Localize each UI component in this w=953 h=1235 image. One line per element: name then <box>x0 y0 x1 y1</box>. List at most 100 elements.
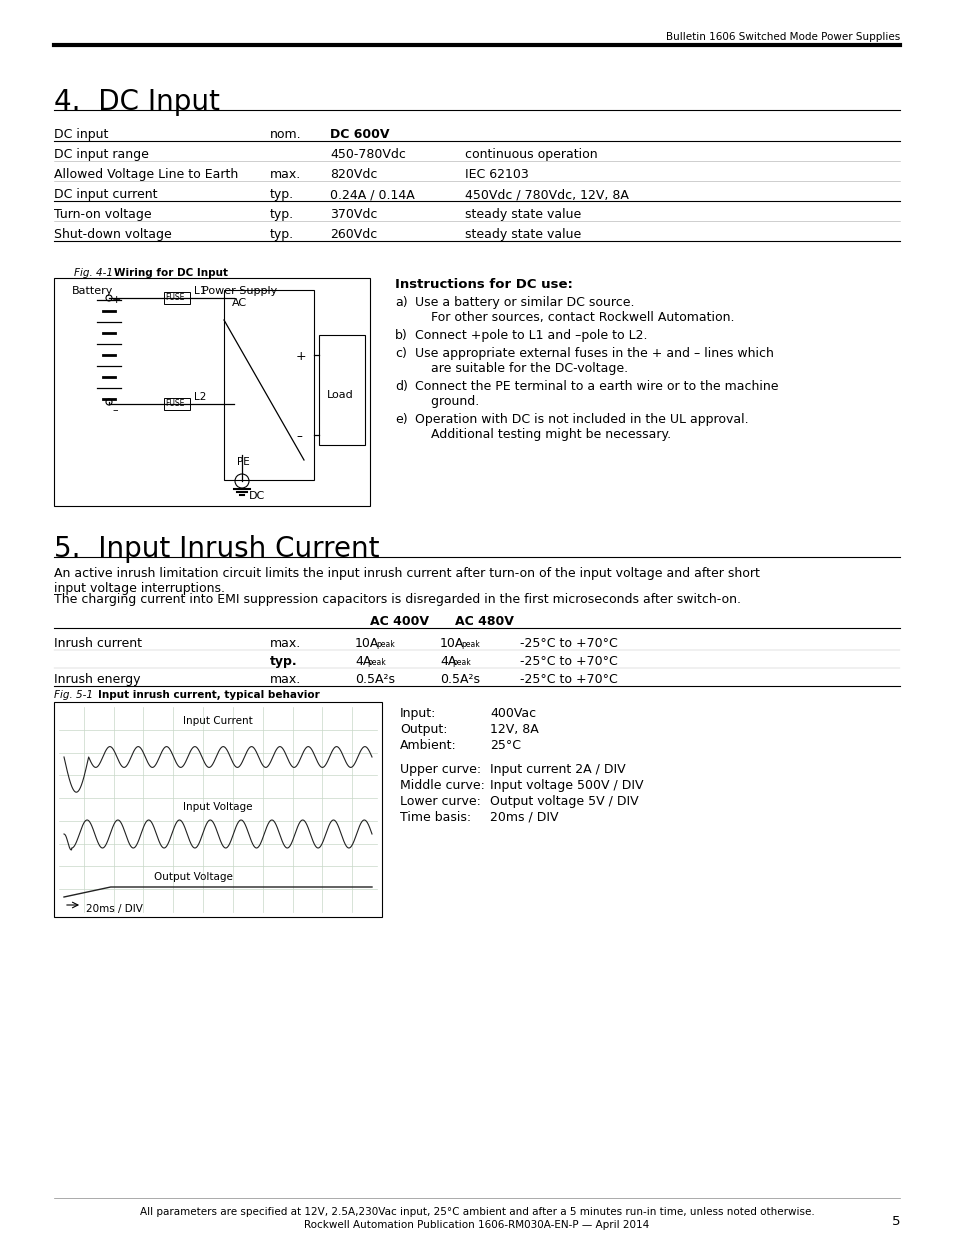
Text: -25°C to +70°C: -25°C to +70°C <box>519 655 618 668</box>
Text: 450-780Vdc: 450-780Vdc <box>330 148 405 161</box>
Text: -25°C to +70°C: -25°C to +70°C <box>519 673 618 685</box>
Text: Power Supply: Power Supply <box>202 287 277 296</box>
Text: –: – <box>112 405 117 415</box>
Text: c): c) <box>395 347 406 359</box>
Text: Turn-on voltage: Turn-on voltage <box>54 207 152 221</box>
Text: PE: PE <box>236 457 250 467</box>
Text: Input Voltage: Input Voltage <box>183 802 253 811</box>
Text: AC 480V: AC 480V <box>455 615 514 629</box>
Text: 4A: 4A <box>439 655 456 668</box>
Text: -25°C to +70°C: -25°C to +70°C <box>519 637 618 650</box>
Text: 4.  DC Input: 4. DC Input <box>54 88 219 116</box>
Text: Shut-down voltage: Shut-down voltage <box>54 228 172 241</box>
Text: steady state value: steady state value <box>464 228 580 241</box>
Text: 12V, 8A: 12V, 8A <box>490 722 538 736</box>
Text: DC 600V: DC 600V <box>330 128 389 141</box>
Bar <box>54 701 381 918</box>
Text: Lower curve:: Lower curve: <box>399 795 480 808</box>
Text: Load: Load <box>327 390 354 400</box>
Text: Input:: Input: <box>399 706 436 720</box>
Bar <box>224 290 314 480</box>
Text: max.: max. <box>270 168 301 182</box>
Text: 0.5A²s: 0.5A²s <box>439 673 479 685</box>
Text: +: + <box>112 295 121 305</box>
Text: L2: L2 <box>193 391 206 403</box>
Text: Output voltage 5V / DIV: Output voltage 5V / DIV <box>490 795 638 808</box>
Text: 25°C: 25°C <box>490 739 520 752</box>
Text: +: + <box>295 350 306 363</box>
Text: steady state value: steady state value <box>464 207 580 221</box>
Text: 20ms / DIV: 20ms / DIV <box>86 904 143 914</box>
Text: Operation with DC is not included in the UL approval.
    Additional testing mig: Operation with DC is not included in the… <box>415 412 748 441</box>
Text: Upper curve:: Upper curve: <box>399 763 480 776</box>
Bar <box>54 278 370 506</box>
Text: typ.: typ. <box>270 655 297 668</box>
Text: AC 400V: AC 400V <box>370 615 429 629</box>
Text: 10A: 10A <box>439 637 464 650</box>
Text: Output:: Output: <box>399 722 447 736</box>
Text: peak: peak <box>367 658 385 667</box>
Text: 370Vdc: 370Vdc <box>330 207 377 221</box>
Text: Connect +pole to L1 and –pole to L2.: Connect +pole to L1 and –pole to L2. <box>415 329 647 342</box>
Text: a): a) <box>395 296 407 309</box>
Text: peak: peak <box>375 640 395 650</box>
Text: Wiring for DC Input: Wiring for DC Input <box>113 268 228 278</box>
Text: DC: DC <box>249 492 265 501</box>
Text: –: – <box>295 430 301 443</box>
Text: The charging current into EMI suppression capacitors is disregarded in the first: The charging current into EMI suppressio… <box>54 593 740 606</box>
Text: peak: peak <box>460 640 479 650</box>
Text: typ.: typ. <box>270 207 294 221</box>
Text: Input Current: Input Current <box>183 716 253 726</box>
Text: FUSE: FUSE <box>165 293 184 303</box>
Text: typ.: typ. <box>270 188 294 201</box>
Text: An active inrush limitation circuit limits the input inrush current after turn-o: An active inrush limitation circuit limi… <box>54 567 760 595</box>
Text: Inrush current: Inrush current <box>54 637 142 650</box>
Text: Connect the PE terminal to a earth wire or to the machine
    ground.: Connect the PE terminal to a earth wire … <box>415 380 778 408</box>
Text: AC: AC <box>232 298 247 308</box>
Bar <box>318 335 365 445</box>
Text: 450Vdc / 780Vdc, 12V, 8A: 450Vdc / 780Vdc, 12V, 8A <box>464 188 628 201</box>
Text: Allowed Voltage Line to Earth: Allowed Voltage Line to Earth <box>54 168 238 182</box>
Text: 820Vdc: 820Vdc <box>330 168 377 182</box>
Text: Rockwell Automation Publication 1606-RM030A-EN-P — April 2014: Rockwell Automation Publication 1606-RM0… <box>304 1220 649 1230</box>
Text: Use appropriate external fuses in the + and – lines which
    are suitable for t: Use appropriate external fuses in the + … <box>415 347 773 375</box>
Bar <box>164 398 190 410</box>
Text: Fig. 5-1: Fig. 5-1 <box>54 690 99 700</box>
Text: Ambient:: Ambient: <box>399 739 456 752</box>
Text: continuous operation: continuous operation <box>464 148 597 161</box>
Text: max.: max. <box>270 637 301 650</box>
Text: max.: max. <box>270 673 301 685</box>
Text: 400Vac: 400Vac <box>490 706 536 720</box>
Text: 4A: 4A <box>355 655 371 668</box>
Text: nom.: nom. <box>270 128 301 141</box>
Text: FUSE: FUSE <box>165 399 184 408</box>
Bar <box>164 291 190 304</box>
Text: typ.: typ. <box>270 228 294 241</box>
Text: 5: 5 <box>890 1215 899 1228</box>
Text: peak: peak <box>452 658 470 667</box>
Text: d): d) <box>395 380 408 393</box>
Text: 0.24A / 0.14A: 0.24A / 0.14A <box>330 188 415 201</box>
Text: e): e) <box>395 412 407 426</box>
Text: DC input: DC input <box>54 128 109 141</box>
Text: 10A: 10A <box>355 637 379 650</box>
Text: L1: L1 <box>193 287 206 296</box>
Text: Input voltage 500V / DIV: Input voltage 500V / DIV <box>490 779 643 792</box>
Text: b): b) <box>395 329 407 342</box>
Text: Use a battery or similar DC source.
    For other sources, contact Rockwell Auto: Use a battery or similar DC source. For … <box>415 296 734 324</box>
Text: DC input current: DC input current <box>54 188 157 201</box>
Text: Middle curve:: Middle curve: <box>399 779 484 792</box>
Text: IEC 62103: IEC 62103 <box>464 168 528 182</box>
Text: Fig. 4-1: Fig. 4-1 <box>74 268 119 278</box>
Text: All parameters are specified at 12V, 2.5A,230Vac input, 25°C ambient and after a: All parameters are specified at 12V, 2.5… <box>139 1207 814 1216</box>
Text: Input current 2A / DIV: Input current 2A / DIV <box>490 763 625 776</box>
Text: Battery: Battery <box>71 287 113 296</box>
Text: 0.5A²s: 0.5A²s <box>355 673 395 685</box>
Text: Inrush energy: Inrush energy <box>54 673 140 685</box>
Text: 5.  Input Inrush Current: 5. Input Inrush Current <box>54 535 379 563</box>
Text: Time basis:: Time basis: <box>399 811 471 824</box>
Text: 260Vdc: 260Vdc <box>330 228 376 241</box>
Text: Bulletin 1606 Switched Mode Power Supplies: Bulletin 1606 Switched Mode Power Suppli… <box>665 32 899 42</box>
Text: Instructions for DC use:: Instructions for DC use: <box>395 278 572 291</box>
Text: Output Voltage: Output Voltage <box>153 872 233 882</box>
